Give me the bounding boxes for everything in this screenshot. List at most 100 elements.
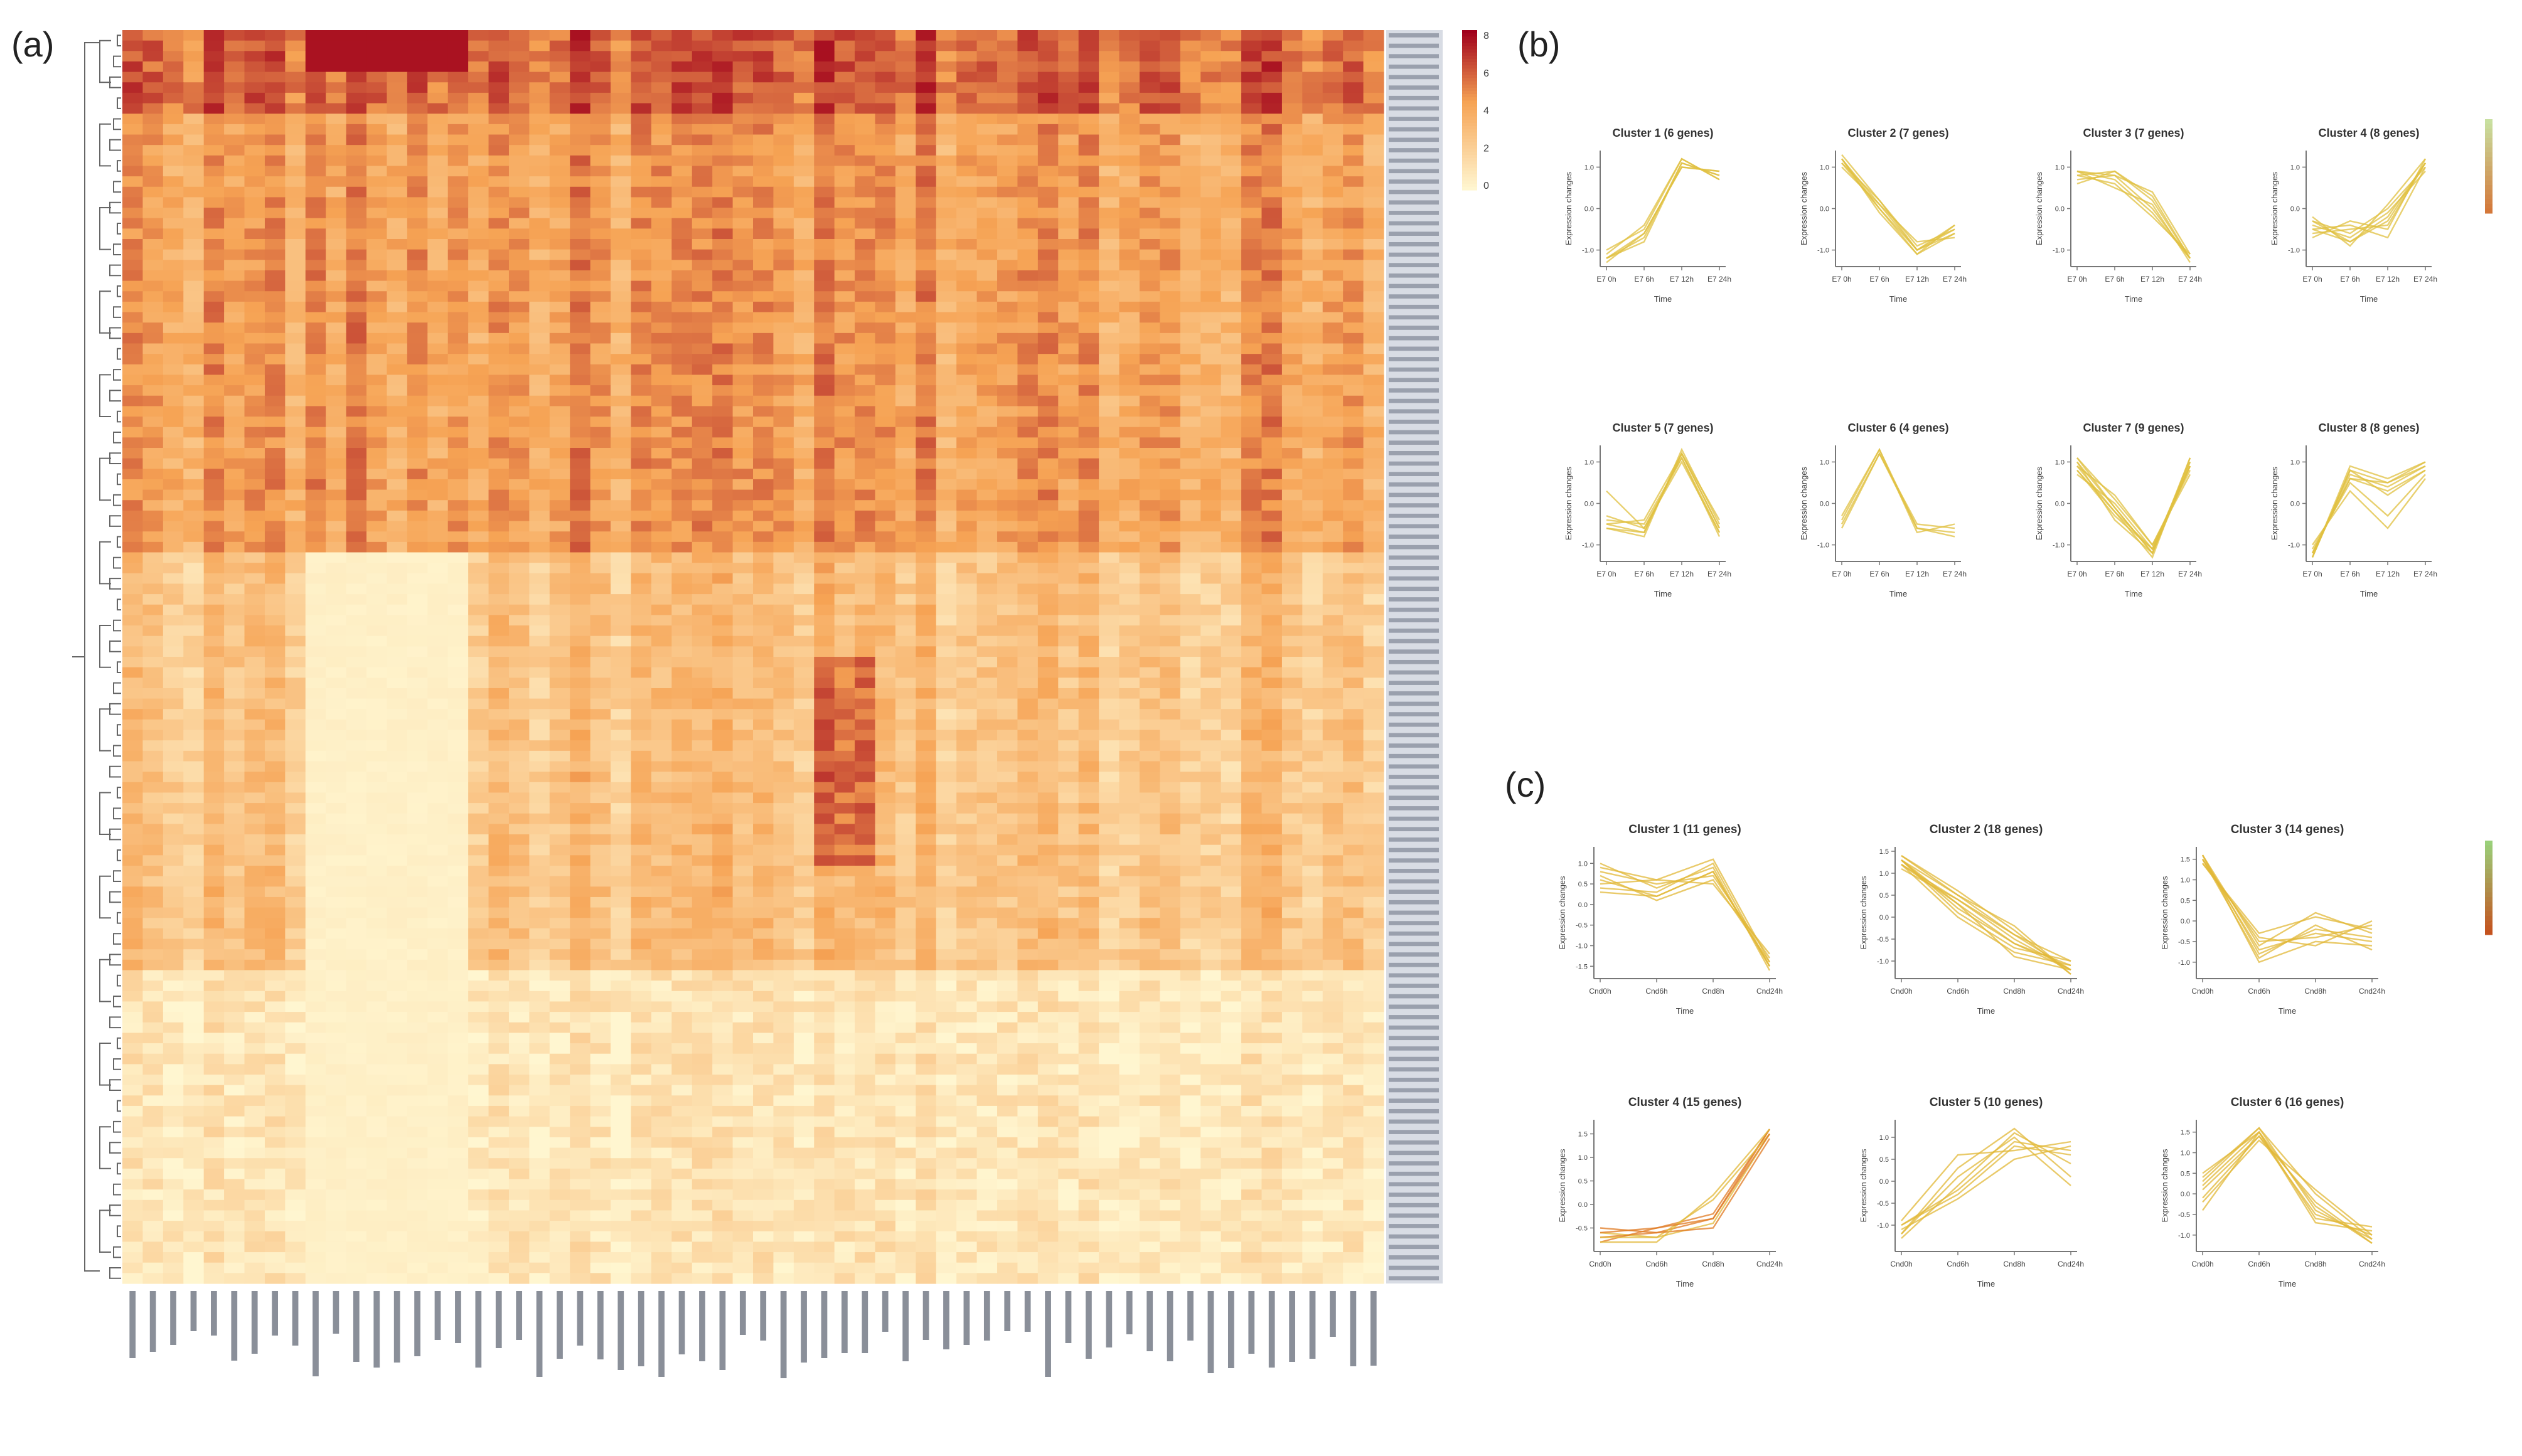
heatmap-cell — [651, 583, 672, 595]
heatmap-cell — [570, 615, 591, 626]
heatmap-cell — [1200, 354, 1222, 365]
heatmap-cell — [1343, 354, 1364, 365]
heatmap-cell — [244, 813, 265, 824]
heatmap-cell — [529, 824, 550, 835]
heatmap-cell — [508, 698, 530, 709]
heatmap-cell — [163, 312, 184, 323]
heatmap-cell — [753, 678, 774, 689]
heatmap-cell — [387, 280, 408, 292]
heatmap-cell — [631, 406, 652, 417]
heatmap-cell — [834, 395, 855, 407]
heatmap-cell — [1139, 208, 1160, 219]
heatmap-cell — [122, 489, 144, 501]
heatmap-cell — [183, 448, 205, 459]
heatmap-cell — [1058, 166, 1079, 177]
heatmap-cell — [855, 124, 876, 136]
heatmap-cell — [183, 301, 205, 313]
heatmap-cell — [855, 114, 876, 125]
heatmap-cell — [976, 395, 998, 407]
heatmap-cell — [468, 730, 489, 741]
heatmap-cell — [346, 500, 367, 511]
heatmap-cell — [1037, 51, 1059, 62]
heatmap-cell — [1302, 573, 1323, 585]
heatmap-cell — [366, 761, 388, 772]
heatmap-cell — [1302, 218, 1323, 229]
heatmap-cell — [1139, 824, 1160, 835]
heatmap-cell — [1200, 500, 1222, 511]
heatmap-cell — [814, 208, 835, 219]
heatmap-cell — [916, 249, 937, 260]
heatmap-cell — [611, 427, 632, 438]
heatmap-cell — [631, 719, 652, 731]
heatmap-cell — [1078, 166, 1099, 177]
heatmap-cell — [163, 332, 184, 344]
heatmap-cell — [1343, 114, 1364, 125]
heatmap-cell — [1302, 103, 1323, 114]
heatmap-cell — [773, 500, 794, 511]
heatmap-cell — [1099, 479, 1120, 491]
heatmap-cell — [1037, 301, 1059, 313]
heatmap-cell — [1139, 772, 1160, 783]
heatmap-cell — [387, 844, 408, 856]
heatmap-cell — [570, 260, 591, 271]
heatmap-cell — [1037, 61, 1059, 73]
heatmap-cell — [264, 40, 286, 51]
heatmap-cell — [508, 406, 530, 417]
heatmap-cell — [712, 92, 734, 104]
heatmap-cell — [224, 145, 245, 156]
heatmap-cell — [1241, 354, 1263, 365]
heatmap-cell — [936, 772, 957, 783]
heatmap-cell — [1302, 332, 1323, 344]
heatmap-cell — [956, 635, 978, 647]
heatmap-cell — [1241, 657, 1263, 668]
heatmap-cell — [1281, 228, 1303, 240]
heatmap-cell — [264, 82, 286, 93]
heatmap-cell — [1119, 72, 1140, 83]
heatmap-cell — [1017, 218, 1039, 229]
heatmap-cell — [346, 719, 367, 731]
heatmap-cell — [855, 270, 876, 282]
heatmap-cell — [753, 124, 774, 136]
heatmap-cell — [1078, 479, 1099, 491]
heatmap-cell — [183, 406, 205, 417]
heatmap-cell — [1017, 479, 1039, 491]
heatmap-cell — [1058, 719, 1079, 731]
heatmap-cell — [834, 343, 855, 354]
heatmap-cell — [631, 417, 652, 428]
heatmap-cell — [1180, 625, 1201, 637]
heatmap-cell — [1261, 437, 1283, 449]
heatmap-cell — [468, 646, 489, 657]
heatmap-cell — [163, 583, 184, 595]
heatmap-cell — [875, 406, 896, 417]
heatmap-cell — [936, 51, 957, 62]
heatmap-cell — [142, 427, 164, 438]
heatmap-cell — [936, 615, 957, 626]
heatmap-cell — [1037, 750, 1059, 762]
heatmap-cell — [712, 563, 734, 574]
heatmap-cell — [468, 709, 489, 720]
heatmap-cell — [1017, 521, 1039, 532]
heatmap-cell — [1343, 531, 1364, 543]
heatmap-cell — [793, 218, 815, 229]
heatmap-cell — [346, 489, 367, 501]
heatmap-cell — [732, 301, 754, 313]
heatmap-cell — [1058, 332, 1079, 344]
heatmap-cell — [142, 40, 164, 51]
heatmap-cell — [895, 197, 916, 208]
heatmap-cell — [976, 448, 998, 459]
heatmap-cell — [956, 625, 978, 637]
heatmap-cell — [631, 260, 652, 271]
heatmap-cell — [1017, 573, 1039, 585]
heatmap-cell — [611, 657, 632, 668]
heatmap-cell — [285, 291, 306, 302]
heatmap-cell — [407, 134, 428, 146]
heatmap-cell — [326, 155, 347, 167]
heatmap-cell — [529, 291, 550, 302]
heatmap-cell — [570, 583, 591, 595]
heatmap-cell — [631, 782, 652, 794]
heatmap-cell — [1363, 72, 1384, 83]
heatmap-cell — [122, 176, 144, 188]
heatmap-cell — [753, 563, 774, 574]
heatmap-cell — [163, 406, 184, 417]
heatmap-cell — [631, 866, 652, 877]
